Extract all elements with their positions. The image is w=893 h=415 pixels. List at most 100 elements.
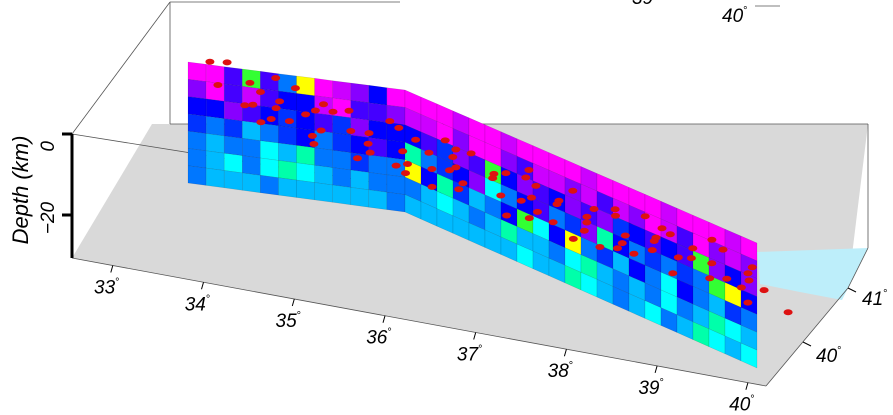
fence-cell [223, 101, 243, 122]
far-axis-40-value: 40 [722, 6, 744, 27]
x-tick-mark [745, 382, 749, 390]
event-marker [617, 240, 627, 247]
x-tick-degree: ° [297, 310, 301, 322]
fence-cell [350, 100, 370, 121]
event-marker [568, 235, 578, 242]
fence-cell [314, 147, 333, 168]
event-marker [328, 108, 338, 115]
x-tick-label-33: 33° [94, 277, 120, 299]
far-axis: 39° 40° [632, 0, 780, 27]
fence-cell [278, 125, 297, 146]
event-marker [496, 192, 506, 199]
fence-cell [223, 118, 243, 139]
fence-cell [386, 122, 406, 143]
fence-cell [332, 132, 352, 153]
fence-cell [187, 79, 207, 100]
x-tick-value: 39 [638, 378, 660, 399]
fence-cell [278, 142, 297, 164]
x-tick-degree: ° [387, 327, 391, 339]
event-marker [611, 212, 620, 219]
event-marker [686, 255, 696, 262]
event-marker [403, 161, 412, 167]
event-marker [657, 225, 667, 232]
event-marker [451, 164, 461, 171]
fence-cell [187, 148, 207, 169]
fence-cell [314, 182, 333, 203]
event-marker [458, 180, 468, 187]
event-marker [290, 85, 300, 92]
event-marker [451, 146, 461, 153]
event-marker [747, 264, 757, 271]
fence-cell [368, 154, 388, 176]
fence-cell [205, 167, 225, 189]
event-marker [759, 287, 769, 294]
x-tick-degree: ° [659, 377, 663, 389]
y-tick-41-value: 41 [862, 289, 883, 310]
event-marker [516, 197, 526, 204]
z-tick-label-20: −20 [38, 201, 59, 234]
event-marker [582, 213, 592, 220]
x-tick-label-36: 36° [366, 327, 392, 349]
event-marker [688, 245, 698, 252]
event-marker [353, 155, 362, 162]
earthquake-events [205, 58, 793, 316]
event-marker [205, 58, 215, 65]
event-marker [668, 270, 678, 277]
event-marker [524, 215, 534, 222]
fence-cell [260, 157, 279, 178]
fence-cell [187, 61, 207, 82]
event-marker [245, 79, 255, 86]
event-marker [248, 101, 258, 108]
fence-cell [260, 140, 279, 161]
event-marker [548, 219, 558, 226]
x-tick-mark [382, 315, 386, 323]
event-marker [743, 270, 753, 277]
event-marker [256, 119, 266, 126]
event-marker [445, 167, 454, 174]
x-tick-value: 37 [457, 345, 480, 366]
event-marker [266, 116, 276, 122]
x-tick-label-39: 39° [638, 377, 664, 399]
x-tick-mark [473, 332, 477, 340]
fence-cell [260, 71, 279, 92]
event-marker [440, 137, 450, 144]
y-tick-label-40: 40° [816, 345, 842, 367]
event-marker [524, 167, 534, 173]
x-tick-label-34: 34° [185, 293, 211, 315]
x-tick-label-40: 40° [729, 394, 755, 415]
x-tick-value: 35 [276, 311, 298, 332]
y-tick-label-41: 41° [862, 288, 888, 310]
event-marker [743, 299, 753, 306]
fence-cell [368, 102, 388, 123]
velocity-fence [187, 61, 758, 369]
fence-cell [350, 152, 370, 173]
far-axis-39-value: 39 [632, 0, 654, 9]
far-axis-40-degree: ° [743, 5, 747, 17]
fence-cell [205, 98, 225, 119]
x-tick-value: 36 [366, 328, 388, 349]
x-tick-mark [110, 265, 114, 273]
fence-cell [332, 167, 352, 188]
event-marker [595, 244, 605, 250]
x-tick-degree: ° [569, 360, 573, 372]
event-marker [256, 89, 265, 95]
x-tick-value: 33 [94, 278, 116, 299]
x-tick-mark [654, 365, 658, 374]
x-tick-mark [563, 349, 567, 357]
fence-cell [223, 170, 243, 191]
event-marker [411, 136, 421, 143]
event-marker [640, 213, 650, 220]
fence-cell [314, 130, 333, 151]
event-marker [309, 141, 319, 147]
event-marker [582, 219, 592, 226]
event-marker [307, 132, 317, 139]
event-marker [398, 148, 408, 155]
fence-cell [350, 169, 370, 191]
z-tick-label-0: 0 [38, 141, 59, 152]
y-tick-41-degree: ° [883, 288, 887, 300]
fence-cell [368, 85, 388, 106]
x-tick-degree: ° [750, 394, 754, 406]
fence-cell [368, 189, 388, 210]
fence-cell [278, 177, 297, 198]
x-axis: 33°34°35°36°37°38°39°40° [94, 265, 755, 415]
